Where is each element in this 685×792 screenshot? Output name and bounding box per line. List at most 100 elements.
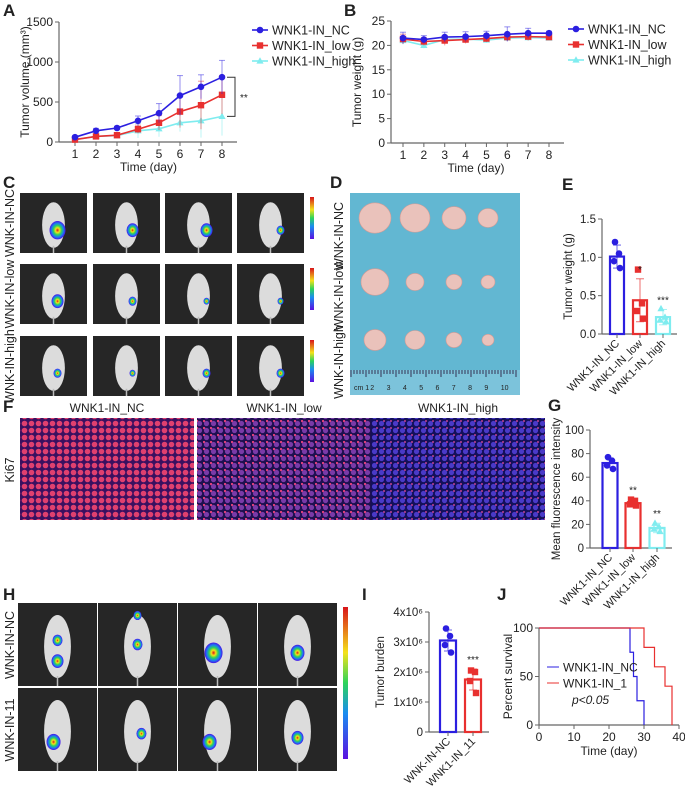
data-point — [572, 25, 580, 33]
data-point — [603, 462, 611, 469]
legend-label: WNK1-IN_NC — [588, 23, 666, 37]
data-point — [218, 91, 226, 98]
x-tick-label: 8 — [219, 147, 226, 161]
mouse-body — [187, 273, 210, 319]
x-tick-label: 6 — [177, 147, 184, 161]
ruler-label: 4 — [403, 385, 407, 392]
data-point — [627, 496, 635, 503]
mouse-body — [204, 699, 231, 764]
data-point — [655, 522, 663, 530]
bioluminescence-signal — [49, 221, 66, 240]
data-point — [218, 112, 226, 119]
bar-group — [608, 238, 626, 336]
y-tick-label: 1.5 — [580, 214, 596, 226]
bioluminescence-signal — [276, 225, 285, 235]
x-tick-label: 1 — [400, 148, 407, 162]
bioluminescence-signal — [133, 610, 142, 621]
panel-label-A: A — [3, 1, 15, 20]
x-tick-label: 2 — [421, 148, 428, 162]
colorbar — [310, 340, 314, 382]
y-tick-label: 100 — [565, 425, 584, 437]
column-title: WNK1-IN_NC — [70, 401, 145, 415]
data-point — [462, 33, 469, 40]
y-tick-label: 0 — [526, 718, 533, 732]
x-tick-label: 6 — [504, 148, 511, 162]
x-axis-label: Time (day) — [448, 161, 505, 175]
data-point — [467, 667, 475, 674]
data-point — [662, 317, 670, 325]
row-label: WNK-IN-low — [332, 261, 346, 331]
data-point — [610, 257, 618, 265]
data-point — [572, 41, 580, 48]
y-tick-label: 40 — [571, 496, 584, 508]
data-point — [616, 264, 624, 272]
bioluminescence-signal — [276, 368, 285, 378]
significance-label: *** — [467, 655, 479, 666]
legend-item: WNK1-IN_high — [568, 54, 671, 68]
panel-label-E: E — [562, 175, 573, 194]
legend-item: WNK1-IN_1 — [547, 677, 627, 691]
x-tick-label: 1 — [72, 147, 79, 161]
data-point — [634, 266, 642, 273]
tumor — [360, 268, 390, 296]
data-point — [503, 30, 511, 38]
data-point — [113, 132, 121, 139]
legend-item: WNK1-IN_NC — [252, 24, 350, 38]
legend-item: WNK1-IN_low — [568, 38, 667, 52]
row-label: WNK-IN-high — [3, 329, 17, 403]
row-label: WNK-IN-NC — [332, 202, 346, 270]
data-point — [472, 689, 480, 697]
y-tick-label: 0 — [46, 135, 53, 149]
panel-label-C: C — [3, 173, 15, 192]
mouse-body — [44, 614, 71, 679]
bar-group — [438, 625, 458, 734]
tumor — [445, 332, 463, 348]
legend-label: WNK1-IN_high — [588, 54, 671, 68]
data-point — [609, 465, 617, 473]
bioluminescence-signal — [132, 638, 143, 651]
x-tick-label: 40 — [672, 730, 685, 744]
x-tick-label: 30 — [637, 730, 651, 744]
legend-item: WNK1-IN_high — [252, 55, 355, 69]
y-tick-label: 2x10⁶ — [393, 667, 423, 679]
data-point — [524, 29, 532, 37]
bar-group: ** — [648, 509, 666, 550]
bioluminescence-signal — [51, 294, 64, 309]
significance-label: * — [638, 265, 642, 276]
data-point — [441, 33, 449, 41]
data-point — [446, 632, 454, 640]
y-tick-label: 1.0 — [580, 252, 596, 264]
bioluminescence-signal — [202, 733, 217, 750]
chart-J: 0 50 100 0 10 20 30 40 Time (day) Percent surviva… — [501, 621, 685, 758]
bioluminescence-signal — [203, 297, 210, 305]
x-axis-label: Time (day) — [120, 160, 177, 174]
y-tick-label: 0 — [578, 543, 584, 555]
y-tick-label: 80 — [571, 449, 584, 461]
x-tick-label: 4 — [135, 147, 142, 161]
data-point — [483, 32, 490, 39]
bioluminescence-signal — [52, 634, 63, 647]
x-tick-label: 4 — [462, 148, 469, 162]
ruler-label: 10 — [501, 385, 509, 392]
legend-label: WNK1-IN_high — [272, 55, 355, 69]
colorbar — [310, 268, 314, 310]
y-tick-label: 50 — [520, 670, 534, 684]
panel-H-images — [18, 603, 348, 771]
tumor — [399, 203, 431, 233]
data-point — [92, 127, 100, 135]
ruler-label: 3 — [387, 385, 391, 392]
series-NC — [399, 26, 553, 44]
x-tick-label: 5 — [156, 147, 163, 161]
column-title: WNK1-IN_low — [246, 401, 322, 415]
x-axis-label: Time (day) — [581, 744, 638, 758]
ruler-label: 6 — [436, 385, 440, 392]
bioluminescence-signal — [53, 368, 62, 378]
x-tick-label: 0 — [536, 730, 543, 744]
p-value: p<0.05 — [571, 693, 609, 707]
row-label: WNK-IN-low — [3, 259, 17, 329]
x-tick-label: 3 — [441, 148, 448, 162]
bioluminescence-signal — [129, 369, 136, 377]
series-line — [74, 76, 223, 138]
data-point — [92, 133, 100, 140]
data-point — [657, 304, 665, 312]
